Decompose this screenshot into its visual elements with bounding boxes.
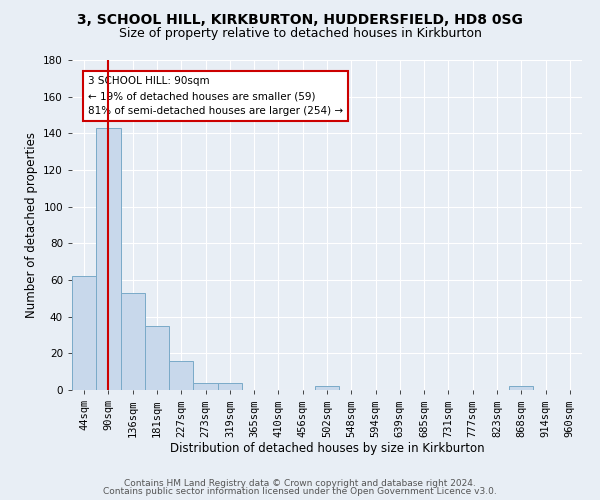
Bar: [315, 386, 339, 390]
Bar: [145, 326, 169, 390]
Bar: [509, 386, 533, 390]
Bar: [121, 293, 145, 390]
Text: 3 SCHOOL HILL: 90sqm
← 19% of detached houses are smaller (59)
81% of semi-detac: 3 SCHOOL HILL: 90sqm ← 19% of detached h…: [88, 76, 343, 116]
Bar: [72, 276, 96, 390]
X-axis label: Distribution of detached houses by size in Kirkburton: Distribution of detached houses by size …: [170, 442, 484, 455]
Bar: [169, 360, 193, 390]
Text: Size of property relative to detached houses in Kirkburton: Size of property relative to detached ho…: [119, 28, 481, 40]
Bar: [218, 382, 242, 390]
Bar: [96, 128, 121, 390]
Text: Contains HM Land Registry data © Crown copyright and database right 2024.: Contains HM Land Registry data © Crown c…: [124, 478, 476, 488]
Y-axis label: Number of detached properties: Number of detached properties: [25, 132, 38, 318]
Bar: [193, 382, 218, 390]
Text: Contains public sector information licensed under the Open Government Licence v3: Contains public sector information licen…: [103, 487, 497, 496]
Text: 3, SCHOOL HILL, KIRKBURTON, HUDDERSFIELD, HD8 0SG: 3, SCHOOL HILL, KIRKBURTON, HUDDERSFIELD…: [77, 12, 523, 26]
